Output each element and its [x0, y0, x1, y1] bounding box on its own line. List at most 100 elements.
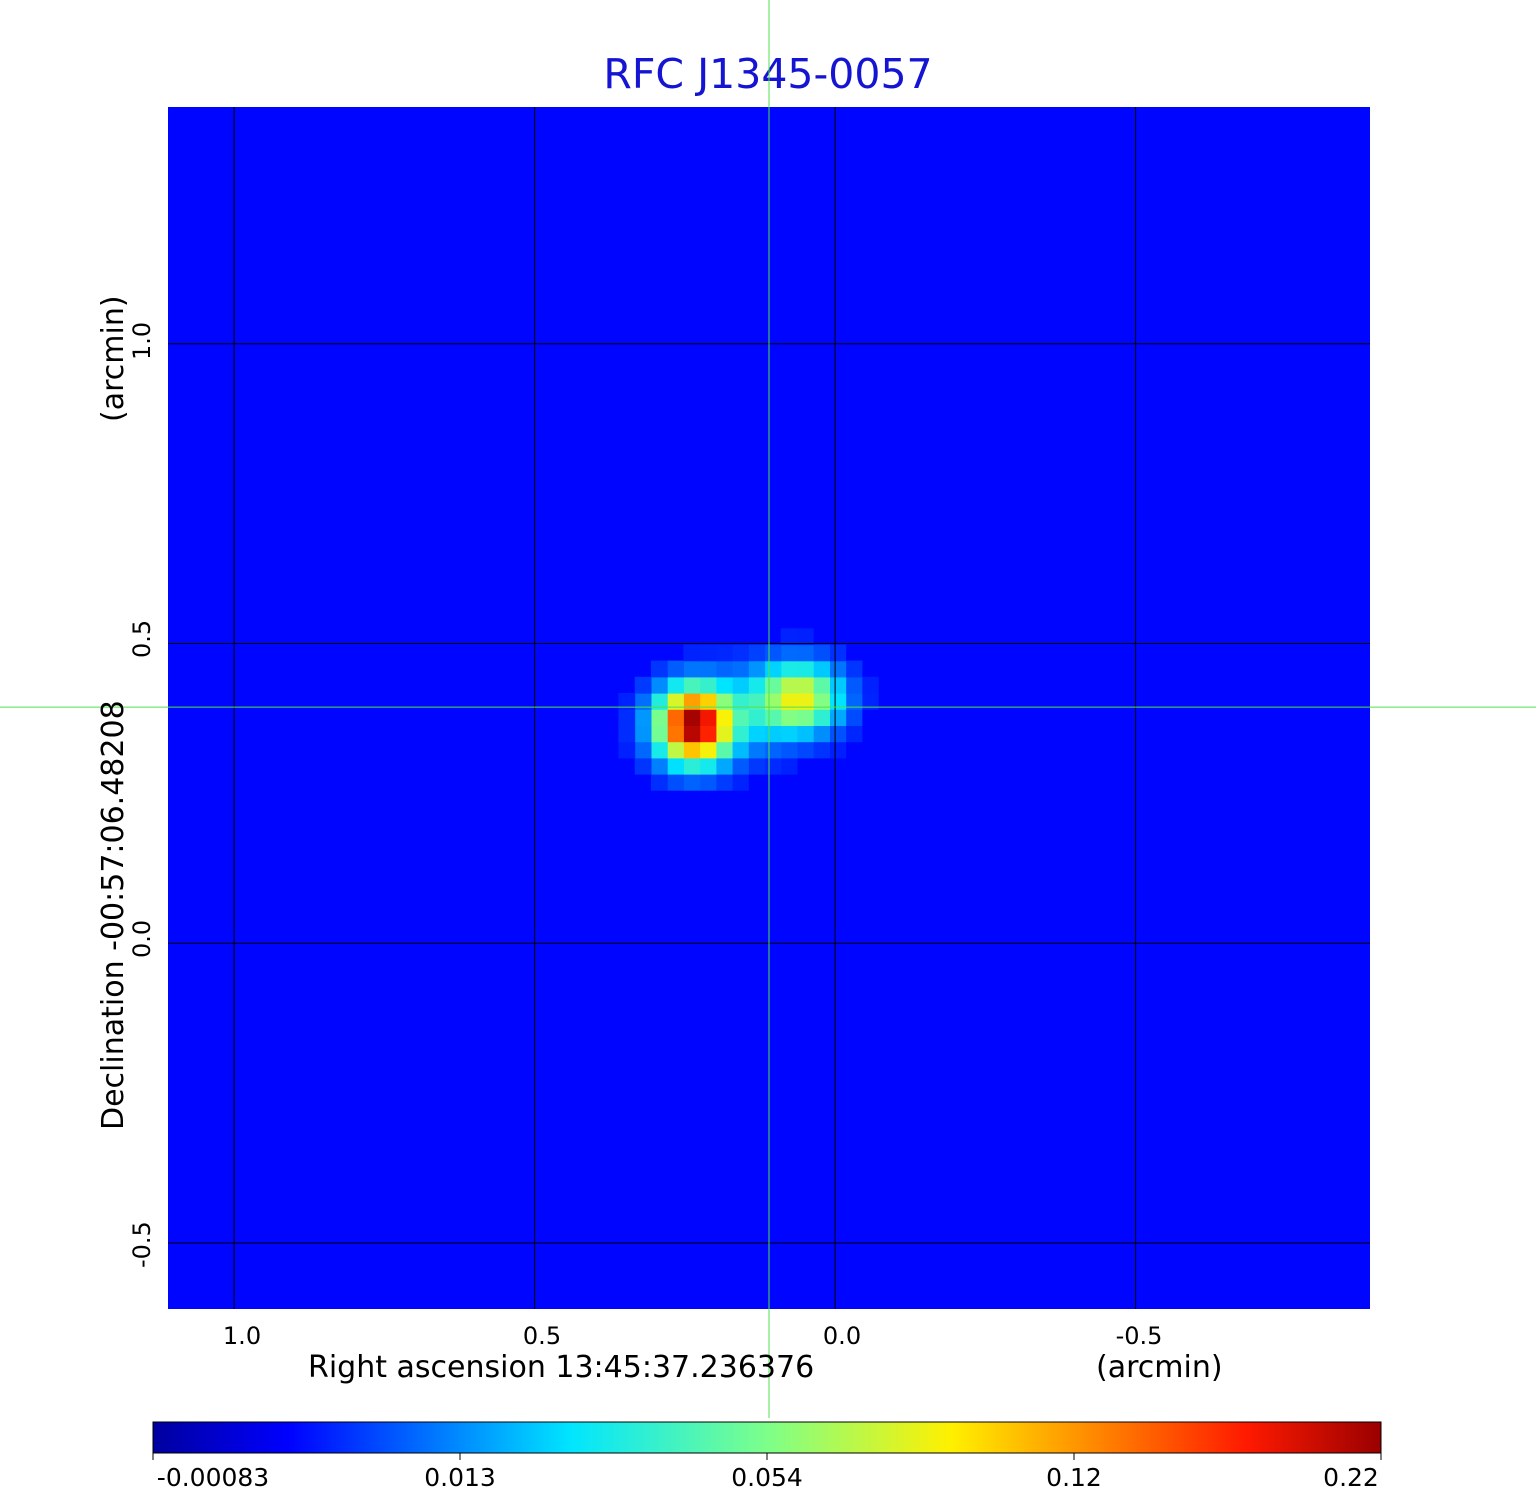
heatmap-pixel	[699, 660, 717, 678]
heatmap-pixel	[732, 725, 749, 743]
colorbar	[152, 1421, 1382, 1454]
y-tick-label: 0.5	[128, 619, 156, 658]
heatmap-pixel	[764, 725, 782, 743]
heatmap-pixel	[829, 660, 847, 678]
heatmap-pixel	[845, 676, 863, 694]
heatmap-pixel	[667, 741, 684, 759]
heatmap-pixel	[796, 628, 814, 646]
heatmap-pixel	[764, 660, 782, 678]
heatmap-pixel	[667, 725, 684, 743]
x-tick-label: 0.0	[822, 1322, 862, 1350]
heatmap-pixel	[845, 725, 863, 743]
heatmap-pixel	[699, 741, 717, 759]
heatmap-pixel	[618, 725, 636, 743]
heatmap-pixel	[683, 741, 701, 759]
x-tick-label: 1.0	[222, 1322, 262, 1350]
heatmap-pixel	[634, 757, 652, 775]
heatmap-pixel	[715, 757, 733, 775]
heatmap-pixel	[764, 644, 782, 662]
colorbar-tick-label: -0.00083	[156, 1463, 270, 1492]
heatmap-pixel	[699, 644, 717, 662]
heatmap-pixel	[618, 709, 636, 726]
crosshair	[0, 0, 1536, 1418]
colorbar-tick-label: 0.22	[1323, 1463, 1379, 1492]
heatmap-pixel	[667, 709, 684, 726]
heatmap-pixel	[699, 773, 717, 791]
heatmap-pixel	[715, 773, 733, 791]
heatmap-pixel	[699, 757, 717, 775]
heatmap-pixel	[764, 757, 782, 775]
heatmap-pixel	[829, 709, 847, 726]
colorbar-tick-label: 0.12	[1046, 1463, 1102, 1492]
heatmap-pixel	[667, 757, 684, 775]
heatmap-pixel	[618, 693, 636, 710]
heatmap-pixel	[732, 644, 749, 662]
heatmap-pixel	[748, 725, 766, 743]
heatmap-pixel	[845, 660, 863, 678]
heatmap-pixel	[715, 644, 733, 662]
heatmap-pixel	[732, 693, 749, 710]
heatmap-pixel	[634, 709, 652, 726]
heatmap-pixel	[699, 693, 717, 710]
heatmap-pixel	[748, 693, 766, 710]
heatmap-pixel	[732, 741, 749, 759]
heatmap-pixel	[796, 741, 814, 759]
heatmap-pixel	[764, 676, 782, 694]
colorbar-ticks	[152, 1453, 1382, 1460]
heatmap-pixel	[650, 676, 668, 694]
heatmap-pixel	[683, 709, 701, 726]
heatmap-pixel	[813, 660, 830, 678]
heatmap-pixel	[780, 741, 798, 759]
heatmap-pixel	[650, 709, 668, 726]
heatmap-pixel	[650, 660, 668, 678]
heatmap-pixel	[634, 725, 652, 743]
heatmap-pixel	[845, 709, 863, 726]
heatmap-pixel	[748, 709, 766, 726]
heatmap-pixel	[829, 741, 847, 759]
heatmap-pixel	[748, 676, 766, 694]
heatmap-pixel	[780, 644, 798, 662]
heatmap-pixel	[813, 676, 830, 694]
heatmap-pixel	[829, 676, 847, 694]
heatmap-pixel	[634, 741, 652, 759]
y-tick-label: 0.0	[128, 919, 156, 958]
heatmap-pixel	[796, 676, 814, 694]
heatmap-pixel	[780, 660, 798, 678]
chart-title: RFC J1345-0057	[603, 50, 933, 98]
heatmap-pixel	[861, 693, 879, 710]
heatmap-pixel	[780, 709, 798, 726]
heatmap-pixel	[764, 709, 782, 726]
heatmap-pixel	[813, 725, 830, 743]
y-tick-label: 1.0	[128, 321, 156, 360]
heatmap-pixel	[683, 660, 701, 678]
heatmap-pixel	[780, 757, 798, 775]
heatmap-pixel	[796, 725, 814, 743]
heatmap-pixel	[748, 741, 766, 759]
heatmap-pixel	[699, 725, 717, 743]
heatmap-pixel	[634, 676, 652, 694]
heatmap-pixel	[732, 709, 749, 726]
heatmap-pixel	[667, 693, 684, 710]
heatmap-pixel	[667, 676, 684, 694]
heatmap-pixel	[780, 676, 798, 694]
heatmap-pixel	[732, 660, 749, 678]
heatmap-pixel	[813, 693, 830, 710]
heatmap-pixel	[683, 773, 701, 791]
y-axis-label: Declination -00:57:06.48208	[96, 700, 131, 1130]
heatmap-pixel	[715, 709, 733, 726]
heatmap-pixel	[780, 725, 798, 743]
heatmap-pixel	[813, 644, 830, 662]
colorbar-tick-label: 0.013	[424, 1463, 496, 1492]
heatmap-pixel	[796, 644, 814, 662]
x-tick-label: -0.5	[1115, 1322, 1163, 1350]
heatmap-pixel	[780, 693, 798, 710]
heatmap-pixel	[650, 725, 668, 743]
heatmap-pixel	[796, 709, 814, 726]
heatmap-pixel	[715, 725, 733, 743]
heatmap-pixel	[650, 741, 668, 759]
heatmap-pixel	[683, 725, 701, 743]
heatmap-pixel	[845, 693, 863, 710]
heatmap-pixel	[699, 676, 717, 694]
heatmap-pixel	[732, 676, 749, 694]
heatmap-pixel	[683, 693, 701, 710]
